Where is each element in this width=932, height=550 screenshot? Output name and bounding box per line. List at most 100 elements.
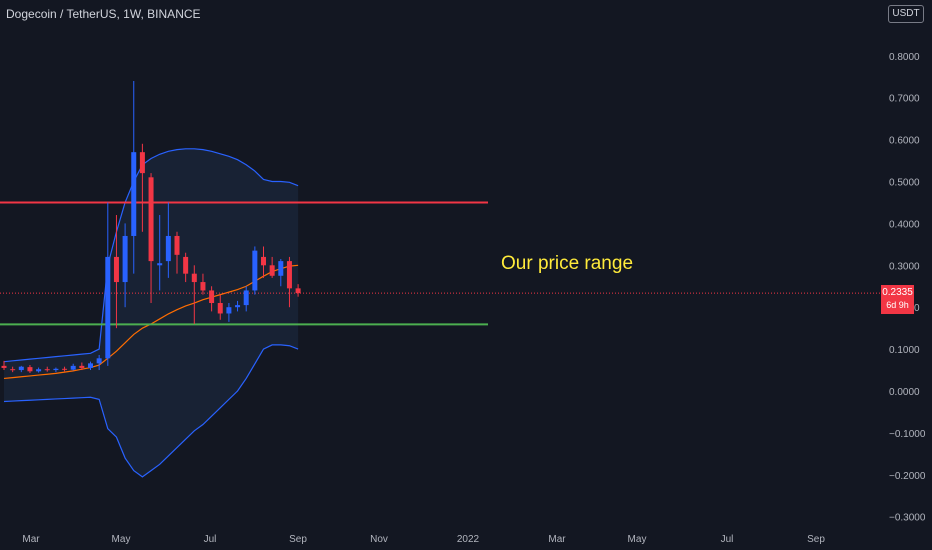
candle [226, 303, 232, 322]
x-tick-label: May [112, 534, 131, 545]
candle-body [44, 369, 50, 371]
symbol-title: Dogecoin / TetherUS, 1W, BINANCE [6, 7, 201, 21]
y-tick-label: 0.0000 [889, 387, 920, 398]
candle [235, 300, 241, 312]
candle-body [295, 288, 301, 294]
candle [139, 143, 145, 232]
candle [217, 294, 223, 320]
candle-body [183, 256, 189, 274]
bollinger-band-fill [4, 148, 299, 477]
candle [183, 252, 189, 283]
candle-body [278, 261, 284, 276]
candle-body [10, 369, 16, 371]
candle [157, 215, 163, 291]
lower-band-line [3, 344, 299, 478]
candle-body [131, 152, 137, 236]
y-tick-label: −0.3000 [889, 513, 926, 524]
candle [1, 360, 7, 371]
candle [70, 363, 76, 371]
x-tick-label: Mar [548, 534, 566, 545]
candle [88, 361, 93, 371]
candle [113, 215, 119, 329]
candle [165, 202, 171, 278]
candle-body [252, 250, 258, 291]
x-tick-label: 2022 [457, 534, 480, 545]
candle-body [96, 358, 102, 364]
candle [10, 366, 16, 373]
upper-band-line [3, 148, 299, 363]
candle-body [62, 368, 68, 370]
candle-body [53, 368, 59, 371]
candle-body [286, 261, 292, 289]
candle [286, 256, 292, 308]
candle-body [261, 256, 266, 266]
candle [243, 286, 249, 312]
currency-selector-button[interactable]: USDT [888, 5, 924, 23]
candle-body [113, 256, 119, 283]
x-tick-label: May [628, 534, 647, 545]
x-tick-label: Sep [289, 534, 307, 545]
candle-body [226, 307, 232, 314]
candle [252, 246, 258, 295]
candle-body [191, 273, 197, 283]
x-tick-label: Mar [22, 534, 40, 545]
candle [18, 365, 24, 373]
candle-body [122, 235, 128, 283]
candle-body [139, 152, 145, 174]
price-range-annotation[interactable]: Our price range [501, 253, 634, 274]
candle-body [105, 256, 111, 359]
y-tick-label: 0.4000 [889, 219, 920, 230]
candle-body [165, 235, 171, 262]
candle-body [88, 363, 93, 368]
candle [200, 273, 206, 295]
candle [269, 256, 275, 278]
candle-body [200, 282, 206, 291]
candle-body [27, 367, 33, 372]
candle [53, 367, 59, 373]
candle [36, 367, 42, 373]
candle-body [36, 369, 42, 372]
candle [148, 173, 154, 304]
candle [191, 265, 197, 324]
last-price-label: 0.2335 6d 9h [881, 285, 914, 314]
candle [174, 231, 180, 274]
x-tick-label: Sep [807, 534, 825, 545]
candle-body [157, 263, 163, 266]
y-tick-label: 0.8000 [889, 52, 920, 63]
candle [96, 354, 102, 371]
candle-body [174, 235, 180, 255]
candle [261, 246, 266, 278]
candle [295, 284, 301, 297]
x-tick-label: Nov [370, 534, 388, 545]
candle-body [1, 365, 7, 368]
candle [62, 366, 68, 372]
y-tick-label: 0.5000 [889, 178, 920, 189]
candle-body [148, 177, 154, 262]
candle-body [235, 305, 241, 308]
x-tick-label: Jul [204, 534, 217, 545]
candle-body [243, 290, 249, 306]
candle-body [79, 365, 85, 368]
candle [79, 362, 85, 371]
x-tick-label: Jul [721, 534, 734, 545]
candle-body [18, 366, 24, 371]
candle-body [209, 290, 215, 304]
bar-countdown: 6d 9h [886, 300, 909, 310]
candle [27, 365, 33, 373]
y-tick-label: 0.3000 [889, 261, 920, 272]
candle [209, 286, 215, 312]
candle [278, 259, 284, 287]
candle-body [217, 303, 223, 314]
candle [131, 80, 137, 274]
candle [122, 223, 128, 308]
candle-body [269, 265, 275, 276]
candle [105, 202, 111, 366]
candle [44, 366, 50, 372]
y-tick-label: 0.6000 [889, 136, 920, 147]
candle-body [70, 365, 76, 370]
y-tick-label: 0.1000 [889, 345, 920, 356]
last-price-value: 0.2335 [882, 287, 913, 298]
y-tick-label: −0.1000 [889, 429, 926, 440]
